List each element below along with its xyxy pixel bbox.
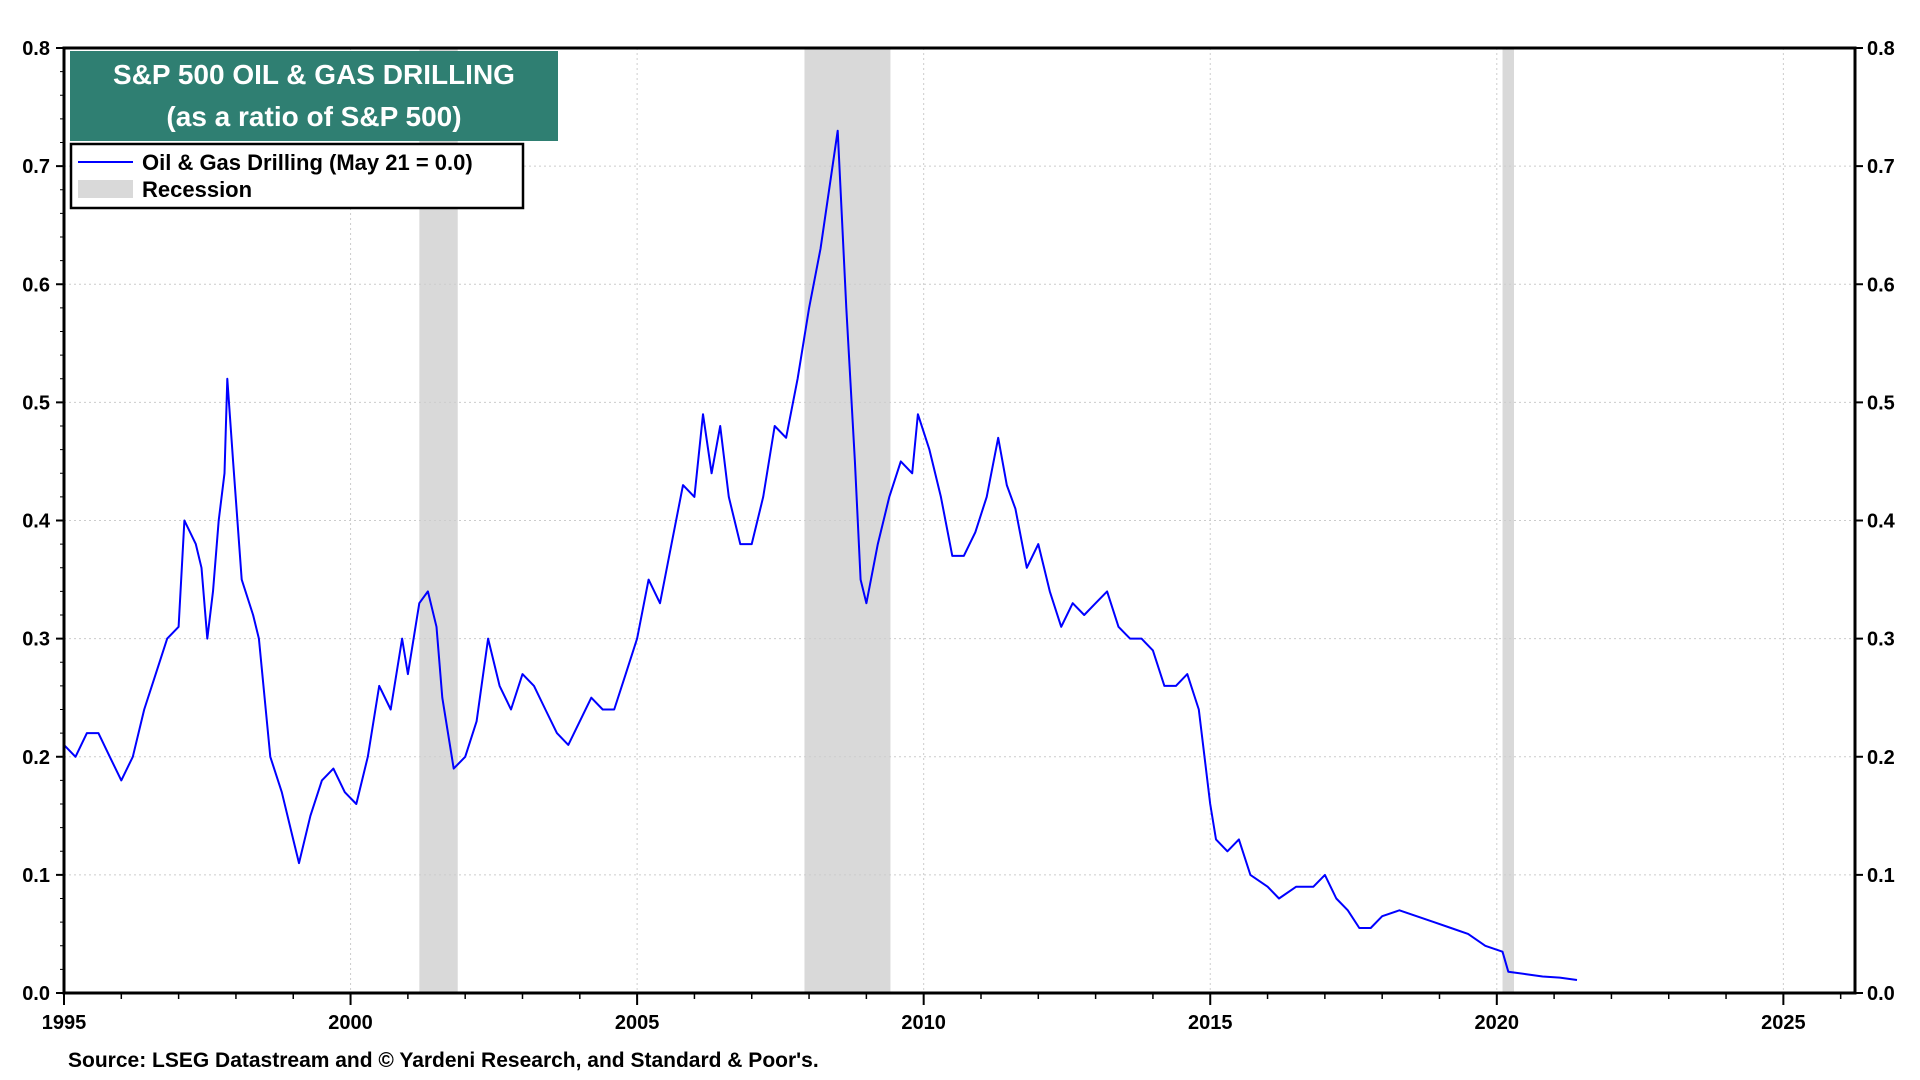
y-tick-label-right: 0.5: [1867, 392, 1895, 414]
x-tick-label: 2010: [901, 1012, 946, 1034]
x-tick-label: 2005: [615, 1012, 660, 1034]
title-box: [70, 51, 558, 141]
series-line-oil-gas-drilling: [63, 129, 1578, 981]
y-tick-label-left: 0.3: [22, 629, 50, 651]
x-tick-label: 1995: [42, 1012, 87, 1034]
y-tick-label-left: 0.5: [22, 392, 50, 414]
recession-band: [804, 48, 891, 993]
x-tick-label: 2015: [1188, 1012, 1233, 1034]
recession-band: [1502, 48, 1514, 993]
y-tick-label-left: 0.1: [22, 865, 50, 887]
x-tick-label: 2020: [1475, 1012, 1520, 1034]
source-note: Source: LSEG Datastream and © Yardeni Re…: [68, 1049, 819, 1072]
chart-title: S&P 500 OIL & GAS DRILLING: [113, 59, 515, 90]
y-tick-label-right: 0.6: [1867, 274, 1895, 296]
y-tick-label-right: 0.7: [1867, 156, 1895, 178]
y-tick-label-right: 0.3: [1867, 629, 1895, 651]
y-tick-label-left: 0.2: [22, 747, 50, 769]
x-tick-label: 2025: [1761, 1012, 1806, 1034]
y-tick-label-left: 0.8: [22, 38, 50, 60]
y-tick-label-right: 0.8: [1867, 38, 1895, 60]
legend: Oil & Gas Drilling (May 21 = 0.0) Recess…: [69, 142, 525, 210]
y-tick-label-left: 0.0: [22, 983, 50, 1005]
legend-recession-swatch: [78, 180, 133, 198]
y-tick-label-right: 0.0: [1867, 983, 1895, 1005]
legend-label-series: Oil & Gas Drilling (May 21 = 0.0): [142, 150, 473, 175]
y-tick-label-right: 0.4: [1867, 511, 1896, 533]
y-tick-label-left: 0.4: [22, 511, 51, 533]
x-tick-label: 2000: [328, 1012, 373, 1034]
y-tick-label-left: 0.7: [22, 156, 50, 178]
legend-box: [69, 142, 525, 210]
legend-label-recession: Recession: [142, 177, 252, 202]
y-tick-label-right: 0.1: [1867, 865, 1895, 887]
axes: 1995 2000 2005 2010 2015 2020 2025 0.0 0.0 0.1 0.1…: [22, 38, 1895, 1034]
y-tick-label-right: 0.2: [1867, 747, 1895, 769]
y-tick-label-left: 0.6: [22, 274, 50, 296]
gridlines: [64, 48, 1855, 993]
chart-subtitle: (as a ratio of S&P 500): [166, 101, 461, 132]
